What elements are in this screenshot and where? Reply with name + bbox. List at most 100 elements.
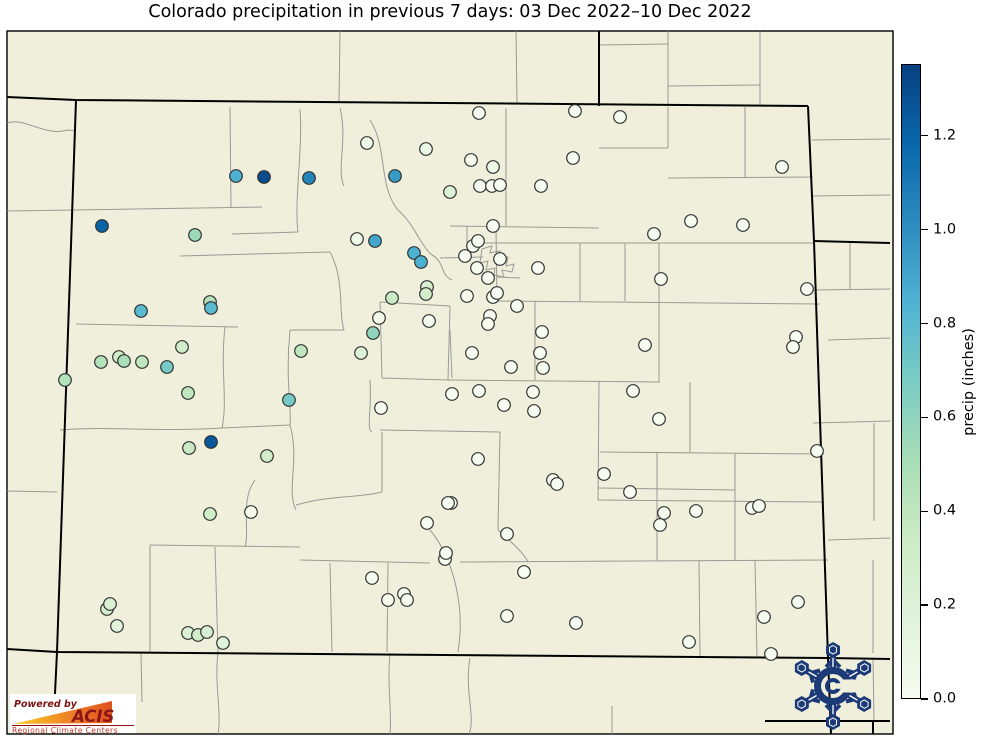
acis-logo: Powered by ACIS Regional Climate Centers xyxy=(10,694,136,735)
station-point xyxy=(245,506,258,519)
station-point xyxy=(461,290,474,303)
station-point xyxy=(518,566,531,579)
colorbar-tick-label: 1.0 xyxy=(933,221,956,237)
station-point xyxy=(792,596,805,609)
map-canvas: Powered by ACIS Regional Climate Centers xyxy=(0,0,986,737)
station-point xyxy=(551,478,564,491)
station-point xyxy=(505,361,518,374)
station-point xyxy=(205,302,218,315)
station-point xyxy=(204,508,217,521)
station-point xyxy=(176,341,189,354)
station-point xyxy=(283,394,296,407)
station-point xyxy=(737,219,750,232)
figure: Colorado precipitation in previous 7 day… xyxy=(0,0,986,737)
station-point xyxy=(528,405,541,418)
station-point xyxy=(627,385,640,398)
station-point xyxy=(135,305,148,318)
station-point xyxy=(569,105,582,118)
station-point xyxy=(136,356,149,369)
station-point xyxy=(491,287,504,300)
station-point xyxy=(401,594,414,607)
colorbar xyxy=(901,64,921,699)
station-point xyxy=(189,229,202,242)
colorbar-tick xyxy=(921,604,928,605)
station-point xyxy=(258,171,271,184)
station-point xyxy=(474,180,487,193)
station-point xyxy=(59,374,72,387)
colorbar-tick xyxy=(921,417,928,418)
station-point xyxy=(303,172,316,185)
station-point xyxy=(386,292,399,305)
station-point xyxy=(472,235,485,248)
station-point xyxy=(373,312,386,325)
station-point xyxy=(535,180,548,193)
station-point xyxy=(361,137,374,150)
station-point xyxy=(685,215,698,228)
station-point xyxy=(487,220,500,233)
station-point xyxy=(471,262,484,275)
acis-text: ACIS xyxy=(70,707,114,726)
station-point xyxy=(758,611,771,624)
station-point xyxy=(420,143,433,156)
station-point xyxy=(444,186,457,199)
station-point xyxy=(351,233,364,246)
station-point xyxy=(367,327,380,340)
station-point xyxy=(811,445,824,458)
colorbar-tick xyxy=(921,698,928,699)
station-point xyxy=(494,179,507,192)
station-point xyxy=(494,253,507,266)
station-point xyxy=(776,161,789,174)
station-point xyxy=(217,637,230,650)
station-point xyxy=(473,107,486,120)
station-point xyxy=(653,413,666,426)
station-point xyxy=(624,486,637,499)
station-point xyxy=(423,315,436,328)
station-point xyxy=(230,170,243,183)
station-point xyxy=(536,326,549,339)
station-point xyxy=(648,228,661,241)
station-point xyxy=(442,497,455,510)
station-point xyxy=(598,468,611,481)
station-point xyxy=(801,283,814,296)
station-point xyxy=(375,402,388,415)
station-point xyxy=(465,154,478,167)
station-point xyxy=(501,528,514,541)
colorbar-label: precip (inches) xyxy=(958,64,980,699)
colorbar-tick xyxy=(921,323,928,324)
station-point xyxy=(532,262,545,275)
station-point xyxy=(753,500,766,513)
station-point xyxy=(389,170,402,183)
station-point xyxy=(440,547,453,560)
station-point xyxy=(534,347,547,360)
station-point xyxy=(570,617,583,630)
station-point xyxy=(690,505,703,518)
station-point xyxy=(104,598,117,611)
station-point xyxy=(511,300,524,313)
station-point xyxy=(658,507,671,520)
colorbar-tick-label: 1.2 xyxy=(933,127,956,143)
station-point xyxy=(182,387,195,400)
station-point xyxy=(96,220,109,233)
station-point xyxy=(482,272,495,285)
station-point xyxy=(655,273,668,286)
map-background xyxy=(7,31,893,734)
colorbar-tick xyxy=(921,229,928,230)
station-point xyxy=(118,355,131,368)
station-point xyxy=(498,399,511,412)
station-point xyxy=(415,256,428,269)
station-point xyxy=(95,356,108,369)
station-point xyxy=(366,572,379,585)
station-point xyxy=(111,620,124,633)
station-point xyxy=(787,341,800,354)
station-point xyxy=(446,388,459,401)
station-point xyxy=(466,347,479,360)
colorbar-tick-label: 0.2 xyxy=(933,597,956,613)
station-point xyxy=(537,362,550,375)
acis-subtitle: Regional Climate Centers xyxy=(12,726,118,735)
station-point xyxy=(567,152,580,165)
station-point xyxy=(261,450,274,463)
station-point xyxy=(472,453,485,466)
station-point xyxy=(527,386,540,399)
station-point xyxy=(654,519,667,532)
colorbar-tick xyxy=(921,511,928,512)
